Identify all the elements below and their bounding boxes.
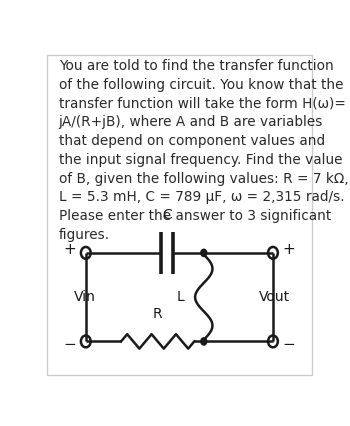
Text: transfer function will take the form H(ω)=: transfer function will take the form H(ω… [59, 97, 345, 111]
Text: L: L [177, 290, 185, 304]
Text: jA/(R+jB), where A and B are variables: jA/(R+jB), where A and B are variables [59, 115, 323, 130]
Text: C: C [162, 208, 172, 222]
Text: −: − [283, 337, 296, 352]
Text: Vout: Vout [259, 290, 290, 304]
Text: the input signal frequency. Find the value: the input signal frequency. Find the val… [59, 153, 342, 167]
Text: Vin: Vin [74, 290, 95, 304]
Text: that depend on component values and: that depend on component values and [59, 134, 325, 148]
Text: Please enter the answer to 3 significant: Please enter the answer to 3 significant [59, 209, 331, 223]
Text: L = 5.3 mH, C = 789 μF, ω = 2,315 rad/s.: L = 5.3 mH, C = 789 μF, ω = 2,315 rad/s. [59, 190, 344, 204]
Circle shape [201, 249, 207, 256]
Text: R: R [153, 307, 162, 321]
Text: +: + [63, 242, 76, 257]
Text: You are told to find the transfer function: You are told to find the transfer functi… [59, 59, 334, 73]
Text: of the following circuit. You know that the: of the following circuit. You know that … [59, 78, 343, 92]
FancyBboxPatch shape [47, 55, 312, 375]
Circle shape [201, 338, 207, 345]
Text: −: − [63, 337, 76, 352]
Text: +: + [283, 242, 296, 257]
Text: figures.: figures. [59, 227, 110, 242]
Text: of B, given the following values: R = 7 kΩ,: of B, given the following values: R = 7 … [59, 172, 348, 185]
